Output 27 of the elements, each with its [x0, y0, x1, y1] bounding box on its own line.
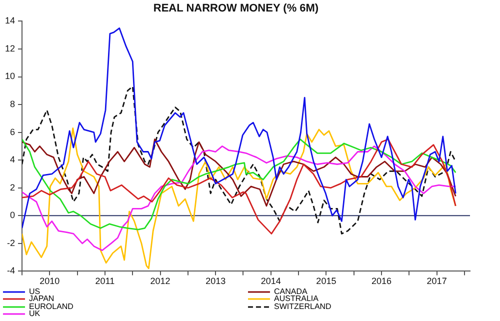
legend-label: CANADA [274, 286, 308, 296]
y-tick-label: 6 [10, 126, 16, 137]
legend-label: SWITZERLAND [274, 302, 332, 311]
y-tick-label: -2 [6, 238, 16, 248]
x-tick-label: 2010 [40, 276, 60, 286]
legend-label: EUROLAND [29, 302, 74, 311]
x-tick-label: 2012 [150, 276, 170, 286]
chart-title: REAL NARROW MONEY (% 6M) [153, 2, 319, 15]
y-tick-label: 12 [4, 43, 16, 54]
y-tick-label: 10 [4, 71, 16, 82]
x-tick-label: 2017 [426, 276, 447, 286]
y-tick-label: 14 [4, 16, 16, 26]
x-tick-label: 2013 [206, 276, 226, 286]
y-tick-label: -4 [6, 266, 16, 276]
legend-label: UK [29, 309, 40, 318]
legend-label: US [29, 286, 40, 296]
y-tick-label: 2 [10, 182, 16, 192]
legend-label: AUSTRALIA [274, 294, 318, 304]
x-tick-label: 2011 [95, 276, 115, 286]
x-tick-label: 2016 [371, 276, 392, 286]
legend-label: JAPAN [29, 294, 54, 304]
y-tick-label: 8 [10, 99, 16, 110]
y-tick-label: 0 [10, 210, 16, 220]
x-tick-label: 2015 [316, 276, 336, 286]
line-series [22, 86, 456, 234]
x-tick-label: 2014 [260, 276, 281, 286]
y-tick-label: 4 [10, 154, 16, 165]
